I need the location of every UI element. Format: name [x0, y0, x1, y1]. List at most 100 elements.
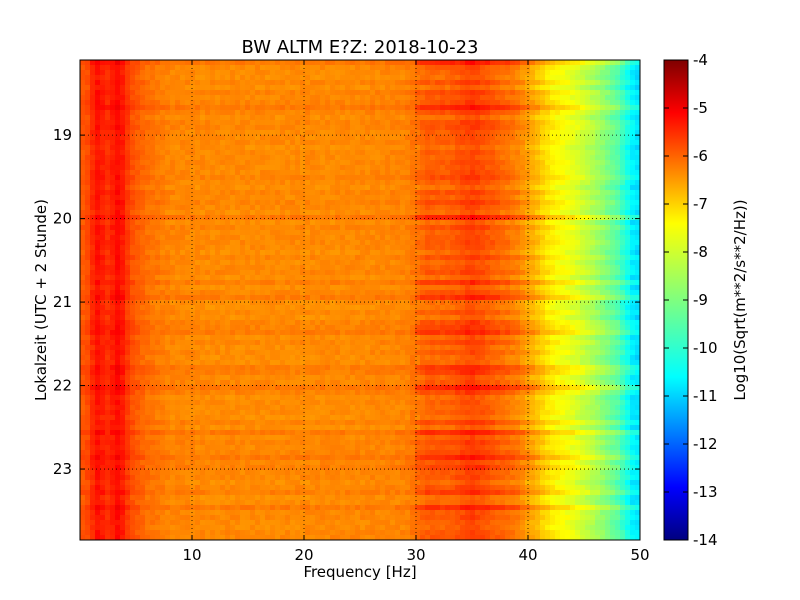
heatmap-cell [415, 130, 421, 136]
heatmap-cell [525, 135, 531, 141]
heatmap-cell [370, 140, 376, 146]
heatmap-cell [155, 265, 161, 271]
heatmap-cell [340, 85, 346, 91]
heatmap-cell [450, 165, 456, 171]
heatmap-cell [285, 265, 291, 271]
heatmap-cell [100, 160, 106, 166]
heatmap-cell [375, 200, 381, 206]
heatmap-cell [150, 115, 156, 121]
heatmap-cell [280, 60, 286, 66]
heatmap-cell [195, 165, 201, 171]
heatmap-cell [140, 160, 146, 166]
heatmap-cell [375, 90, 381, 96]
heatmap-cell [440, 130, 446, 136]
heatmap-cell [500, 170, 506, 176]
heatmap-cell [560, 230, 566, 236]
heatmap-cell [625, 115, 631, 121]
heatmap-cell [170, 225, 176, 231]
heatmap-cell [275, 140, 281, 146]
heatmap-cell [210, 210, 216, 216]
heatmap-cell [585, 150, 591, 156]
heatmap-cell [300, 195, 306, 201]
heatmap-cell [355, 90, 361, 96]
heatmap-cell [570, 170, 576, 176]
heatmap-cell [210, 150, 216, 156]
heatmap-cell [490, 100, 496, 106]
heatmap-cell [245, 195, 251, 201]
heatmap-cell [300, 165, 306, 171]
heatmap-cell [300, 115, 306, 121]
heatmap-cell [455, 175, 461, 181]
heatmap-cell [240, 265, 246, 271]
heatmap-cell [525, 85, 531, 91]
heatmap-cell [130, 265, 136, 271]
heatmap-cell [485, 70, 491, 76]
heatmap-cell [210, 160, 216, 166]
heatmap-cell [155, 150, 161, 156]
heatmap-cell [410, 230, 416, 236]
heatmap-cell [280, 155, 286, 161]
heatmap-cell [145, 110, 151, 116]
heatmap-cell [150, 155, 156, 161]
heatmap-cell [290, 230, 296, 236]
heatmap-cell [350, 250, 356, 256]
heatmap-cell [460, 80, 466, 86]
heatmap-cell [610, 175, 616, 181]
heatmap-cell [620, 165, 626, 171]
heatmap-cell [145, 210, 151, 216]
heatmap-cell [580, 140, 586, 146]
heatmap-cell [300, 200, 306, 206]
heatmap-cell [295, 130, 301, 136]
heatmap-cell [235, 185, 241, 191]
heatmap-cell [225, 280, 231, 286]
heatmap-cell [325, 185, 331, 191]
heatmap-cell [275, 85, 281, 91]
heatmap-cell [445, 210, 451, 216]
heatmap-cell [125, 120, 131, 126]
heatmap-cell [205, 185, 211, 191]
heatmap-cell [445, 260, 451, 266]
heatmap-cell [455, 135, 461, 141]
heatmap-cell [635, 210, 640, 216]
heatmap-cell [495, 110, 501, 116]
heatmap-cell [630, 130, 636, 136]
heatmap-cell [600, 215, 606, 221]
heatmap-cell [85, 200, 91, 206]
heatmap-cell [535, 105, 541, 111]
heatmap-cell [205, 275, 211, 281]
heatmap-cell [165, 265, 171, 271]
heatmap-cell [550, 175, 556, 181]
heatmap-cell [155, 155, 161, 161]
heatmap-cell [495, 195, 501, 201]
heatmap-cell [350, 270, 356, 276]
heatmap-cell [565, 65, 571, 71]
heatmap-cell [260, 220, 266, 226]
heatmap-cell [105, 140, 111, 146]
heatmap-cell [380, 100, 386, 106]
heatmap-cell [190, 80, 196, 86]
heatmap-cell [205, 120, 211, 126]
heatmap-cell [195, 85, 201, 91]
heatmap-cell [570, 65, 576, 71]
heatmap-cell [410, 275, 416, 281]
heatmap-cell [375, 270, 381, 276]
heatmap-cell [580, 265, 586, 271]
heatmap-cell [570, 245, 576, 251]
heatmap-cell [580, 95, 586, 101]
heatmap-cell [445, 170, 451, 176]
heatmap-cell [135, 275, 141, 281]
heatmap-cell [230, 130, 236, 136]
heatmap-cell [450, 125, 456, 131]
heatmap-cell [260, 135, 266, 141]
heatmap-cell [200, 110, 206, 116]
heatmap-cell [165, 75, 171, 81]
heatmap-cell [225, 180, 231, 186]
heatmap-cell [625, 255, 631, 261]
heatmap-cell [100, 255, 106, 261]
heatmap-cell [615, 130, 621, 136]
heatmap-cell [280, 180, 286, 186]
heatmap-cell [420, 90, 426, 96]
heatmap-cell [405, 100, 411, 106]
heatmap-cell [270, 110, 276, 116]
heatmap-cell [430, 95, 436, 101]
